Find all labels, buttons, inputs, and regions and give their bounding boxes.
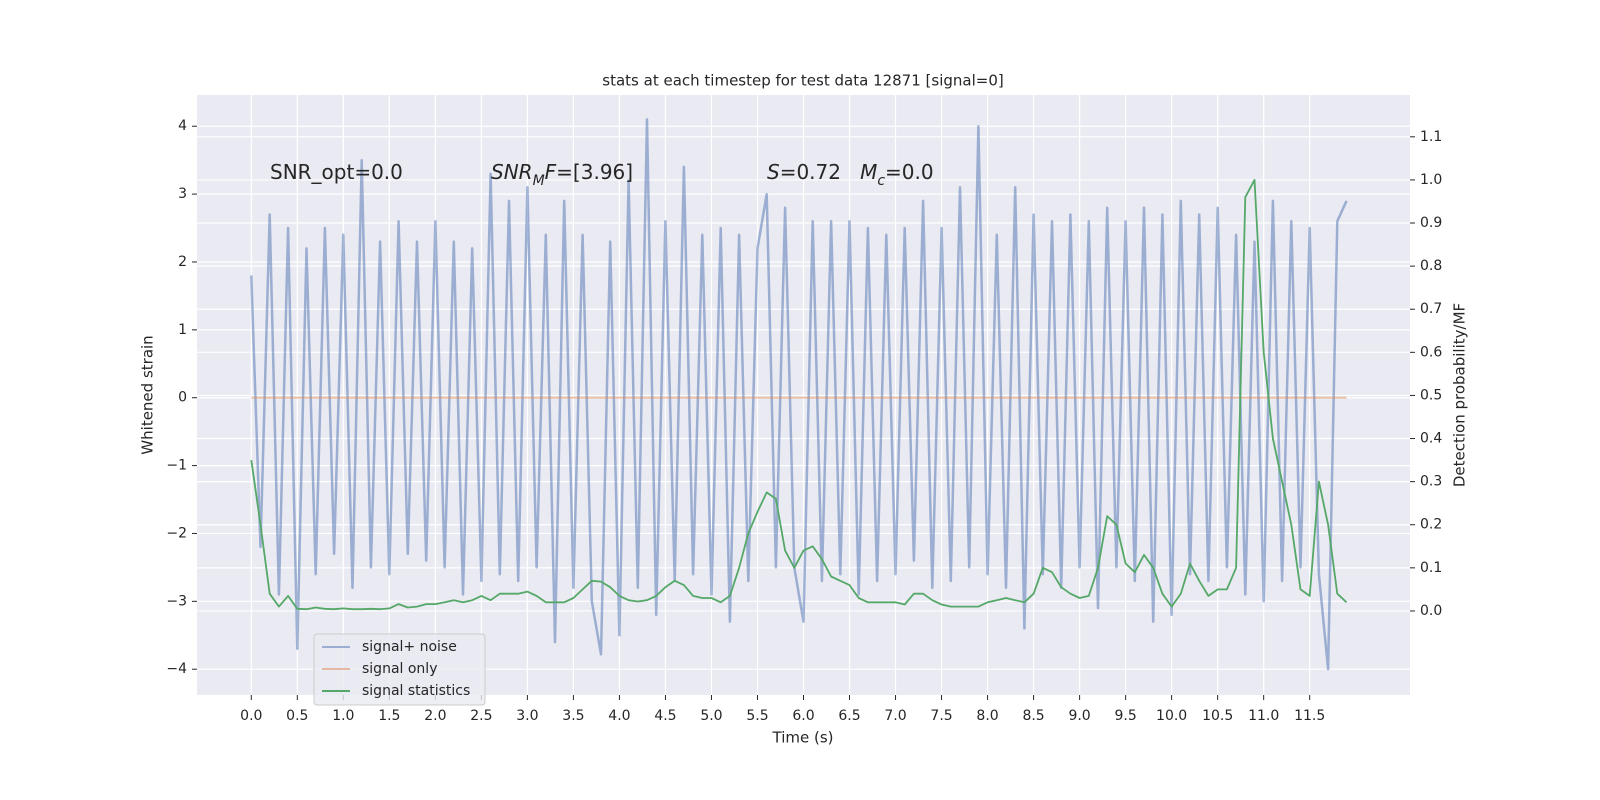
x-tick-label: 4.5 <box>654 708 676 724</box>
y-tick-label: −4 <box>166 661 187 677</box>
y2-tick-label: 0.5 <box>1420 387 1442 403</box>
y-tick-label: −3 <box>166 593 187 609</box>
x-tick-label: 6.0 <box>792 708 814 724</box>
annotation: S=0.72 Mc=0.0 <box>767 160 934 190</box>
x-tick-label: 8.0 <box>976 708 998 724</box>
x-tick-label: 9.5 <box>1114 708 1136 724</box>
y2-tick-label: 1.1 <box>1420 129 1442 145</box>
y2-tick-label: 0.1 <box>1420 560 1442 576</box>
annotation-part: S <box>767 160 780 184</box>
x-tick-label: 8.5 <box>1022 708 1044 724</box>
x-tick-label: 11.5 <box>1294 708 1325 724</box>
annotation-part: SNR_opt=0.0 <box>270 160 403 184</box>
y2-tick-label: 1.0 <box>1420 172 1442 188</box>
x-tick-label: 7.5 <box>930 708 952 724</box>
annotation-part: c <box>877 173 885 189</box>
y-tick-label: −2 <box>166 525 187 541</box>
y-tick-label: 1 <box>178 322 187 338</box>
y-tick-label: 2 <box>178 254 187 270</box>
y-tick-label: 4 <box>178 118 187 134</box>
legend-label: signal statistics <box>362 683 470 699</box>
legend-box <box>313 633 486 706</box>
y-tick-label: 3 <box>178 186 187 202</box>
x-tick-label: 4.0 <box>608 708 630 724</box>
annotation: SNRMF=[3.96] <box>491 160 633 190</box>
chart-title: stats at each timestep for test data 128… <box>602 72 1003 90</box>
x-tick-label: 5.0 <box>700 708 722 724</box>
y2-tick-label: 0.6 <box>1420 344 1442 360</box>
y-tick-label: −1 <box>166 458 187 474</box>
x-tick-label: 10.5 <box>1202 708 1233 724</box>
y-tick-label: 0 <box>178 390 187 406</box>
x-tick-label: 6.5 <box>838 708 860 724</box>
x-tick-label: 2.5 <box>470 708 492 724</box>
x-tick-label: 3.5 <box>562 708 584 724</box>
annotation-part: F <box>545 160 557 184</box>
x-tick-label: 11.0 <box>1248 708 1279 724</box>
annotation-part: SNR <box>491 160 533 184</box>
legend-label: signal only <box>362 661 437 677</box>
y2-tick-label: 0.4 <box>1420 431 1442 447</box>
legend-label: signal+ noise <box>362 639 457 655</box>
x-tick-label: 1.0 <box>332 708 354 724</box>
y2-tick-label: 0.3 <box>1420 474 1442 490</box>
x-tick-label: 10.0 <box>1156 708 1187 724</box>
x-tick-label: 1.5 <box>378 708 400 724</box>
x-tick-label: 0.5 <box>286 708 308 724</box>
y-axis-label: Whitened strain <box>139 335 157 454</box>
series-line <box>250 179 1348 611</box>
y2-tick-label: 0.2 <box>1420 517 1442 533</box>
y2-tick-label: 0.7 <box>1420 301 1442 317</box>
y2-axis-label: Detection probability/MF <box>1451 303 1469 487</box>
x-axis-label: Time (s) <box>772 729 834 747</box>
annotation-part: =0.72 <box>780 160 860 184</box>
x-tick-label: 3.0 <box>516 708 538 724</box>
x-tick-label: 9.0 <box>1068 708 1090 724</box>
y2-tick-label: 0.0 <box>1420 603 1442 619</box>
series-line <box>250 118 1348 671</box>
x-tick-label: 2.0 <box>424 708 446 724</box>
annotation-part: M <box>860 160 877 184</box>
annotation-part: M <box>533 173 545 189</box>
y2-tick-label: 0.9 <box>1420 215 1442 231</box>
y2-tick-label: 0.8 <box>1420 258 1442 274</box>
annotation: SNR_opt=0.0 <box>270 160 403 184</box>
annotation-part: =0.0 <box>885 160 934 184</box>
x-tick-label: 0.0 <box>240 708 262 724</box>
x-tick-label: 5.5 <box>746 708 768 724</box>
x-tick-label: 7.0 <box>884 708 906 724</box>
annotation-part: =[3.96] <box>556 160 633 184</box>
